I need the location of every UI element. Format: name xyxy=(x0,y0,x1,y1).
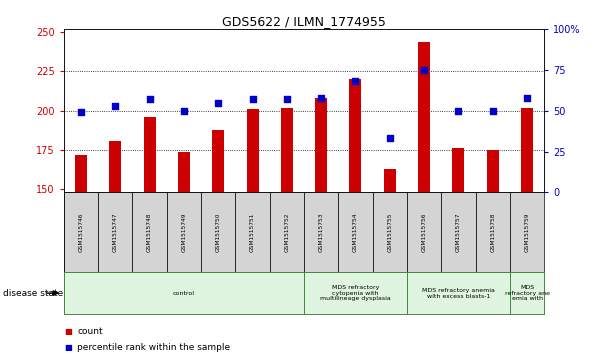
Point xyxy=(385,135,395,141)
Bar xyxy=(201,192,235,272)
Bar xyxy=(510,192,544,272)
Bar xyxy=(418,42,430,192)
Bar xyxy=(475,192,510,272)
Text: MDS
refractory ane
emia with: MDS refractory ane emia with xyxy=(505,285,550,301)
Text: GSM1515753: GSM1515753 xyxy=(319,213,323,252)
Point xyxy=(351,78,361,84)
Text: percentile rank within the sample: percentile rank within the sample xyxy=(77,343,230,352)
Point xyxy=(454,108,463,114)
Point xyxy=(213,99,223,105)
Text: GSM1515758: GSM1515758 xyxy=(490,213,495,252)
Text: GSM1515756: GSM1515756 xyxy=(421,213,427,252)
Bar xyxy=(407,192,441,272)
Bar xyxy=(452,148,465,192)
Text: GSM1515752: GSM1515752 xyxy=(285,213,289,252)
Title: GDS5622 / ILMN_1774955: GDS5622 / ILMN_1774955 xyxy=(222,15,386,28)
Bar xyxy=(315,98,327,192)
Bar xyxy=(143,117,156,192)
Point xyxy=(282,96,292,102)
Text: GSM1515747: GSM1515747 xyxy=(113,213,118,252)
Point xyxy=(419,67,429,73)
Text: ■: ■ xyxy=(64,343,72,352)
Point xyxy=(111,103,120,109)
Text: GSM1515749: GSM1515749 xyxy=(181,213,187,252)
Bar xyxy=(407,272,510,314)
Text: GSM1515759: GSM1515759 xyxy=(525,213,530,252)
Bar xyxy=(167,192,201,272)
Bar xyxy=(510,272,544,314)
Bar xyxy=(64,272,304,314)
Text: MDS refractory
cytopenia with
multilineage dysplasia: MDS refractory cytopenia with multilinea… xyxy=(320,285,391,301)
Point xyxy=(145,96,154,102)
Point xyxy=(488,108,497,114)
Text: GSM1515746: GSM1515746 xyxy=(78,213,83,252)
Bar xyxy=(521,107,533,192)
Bar xyxy=(64,192,98,272)
Bar xyxy=(133,192,167,272)
Point xyxy=(522,95,532,101)
Text: GSM1515757: GSM1515757 xyxy=(456,213,461,252)
Bar xyxy=(109,140,122,192)
Text: control: control xyxy=(173,291,195,295)
Bar xyxy=(350,79,362,192)
Point xyxy=(179,108,188,114)
Point xyxy=(76,109,86,115)
Bar xyxy=(338,192,373,272)
Bar xyxy=(281,107,293,192)
Text: count: count xyxy=(77,327,103,336)
Bar xyxy=(235,192,270,272)
Bar xyxy=(304,272,407,314)
Bar xyxy=(246,109,258,192)
Bar xyxy=(75,155,87,192)
Text: GSM1515750: GSM1515750 xyxy=(216,213,221,252)
Bar xyxy=(373,192,407,272)
Text: MDS refractory anemia
with excess blasts-1: MDS refractory anemia with excess blasts… xyxy=(422,288,495,298)
Text: ■: ■ xyxy=(64,327,72,336)
Bar xyxy=(486,150,499,192)
Text: disease state: disease state xyxy=(3,289,63,298)
Text: GSM1515751: GSM1515751 xyxy=(250,213,255,252)
Bar xyxy=(98,192,133,272)
Point xyxy=(316,95,326,101)
Point xyxy=(247,96,257,102)
Text: GSM1515748: GSM1515748 xyxy=(147,213,152,252)
Bar xyxy=(384,169,396,192)
Bar xyxy=(178,152,190,192)
Bar xyxy=(270,192,304,272)
Text: GSM1515754: GSM1515754 xyxy=(353,213,358,252)
Bar xyxy=(441,192,475,272)
Text: GSM1515755: GSM1515755 xyxy=(387,213,392,252)
Bar xyxy=(304,192,338,272)
Bar xyxy=(212,130,224,192)
